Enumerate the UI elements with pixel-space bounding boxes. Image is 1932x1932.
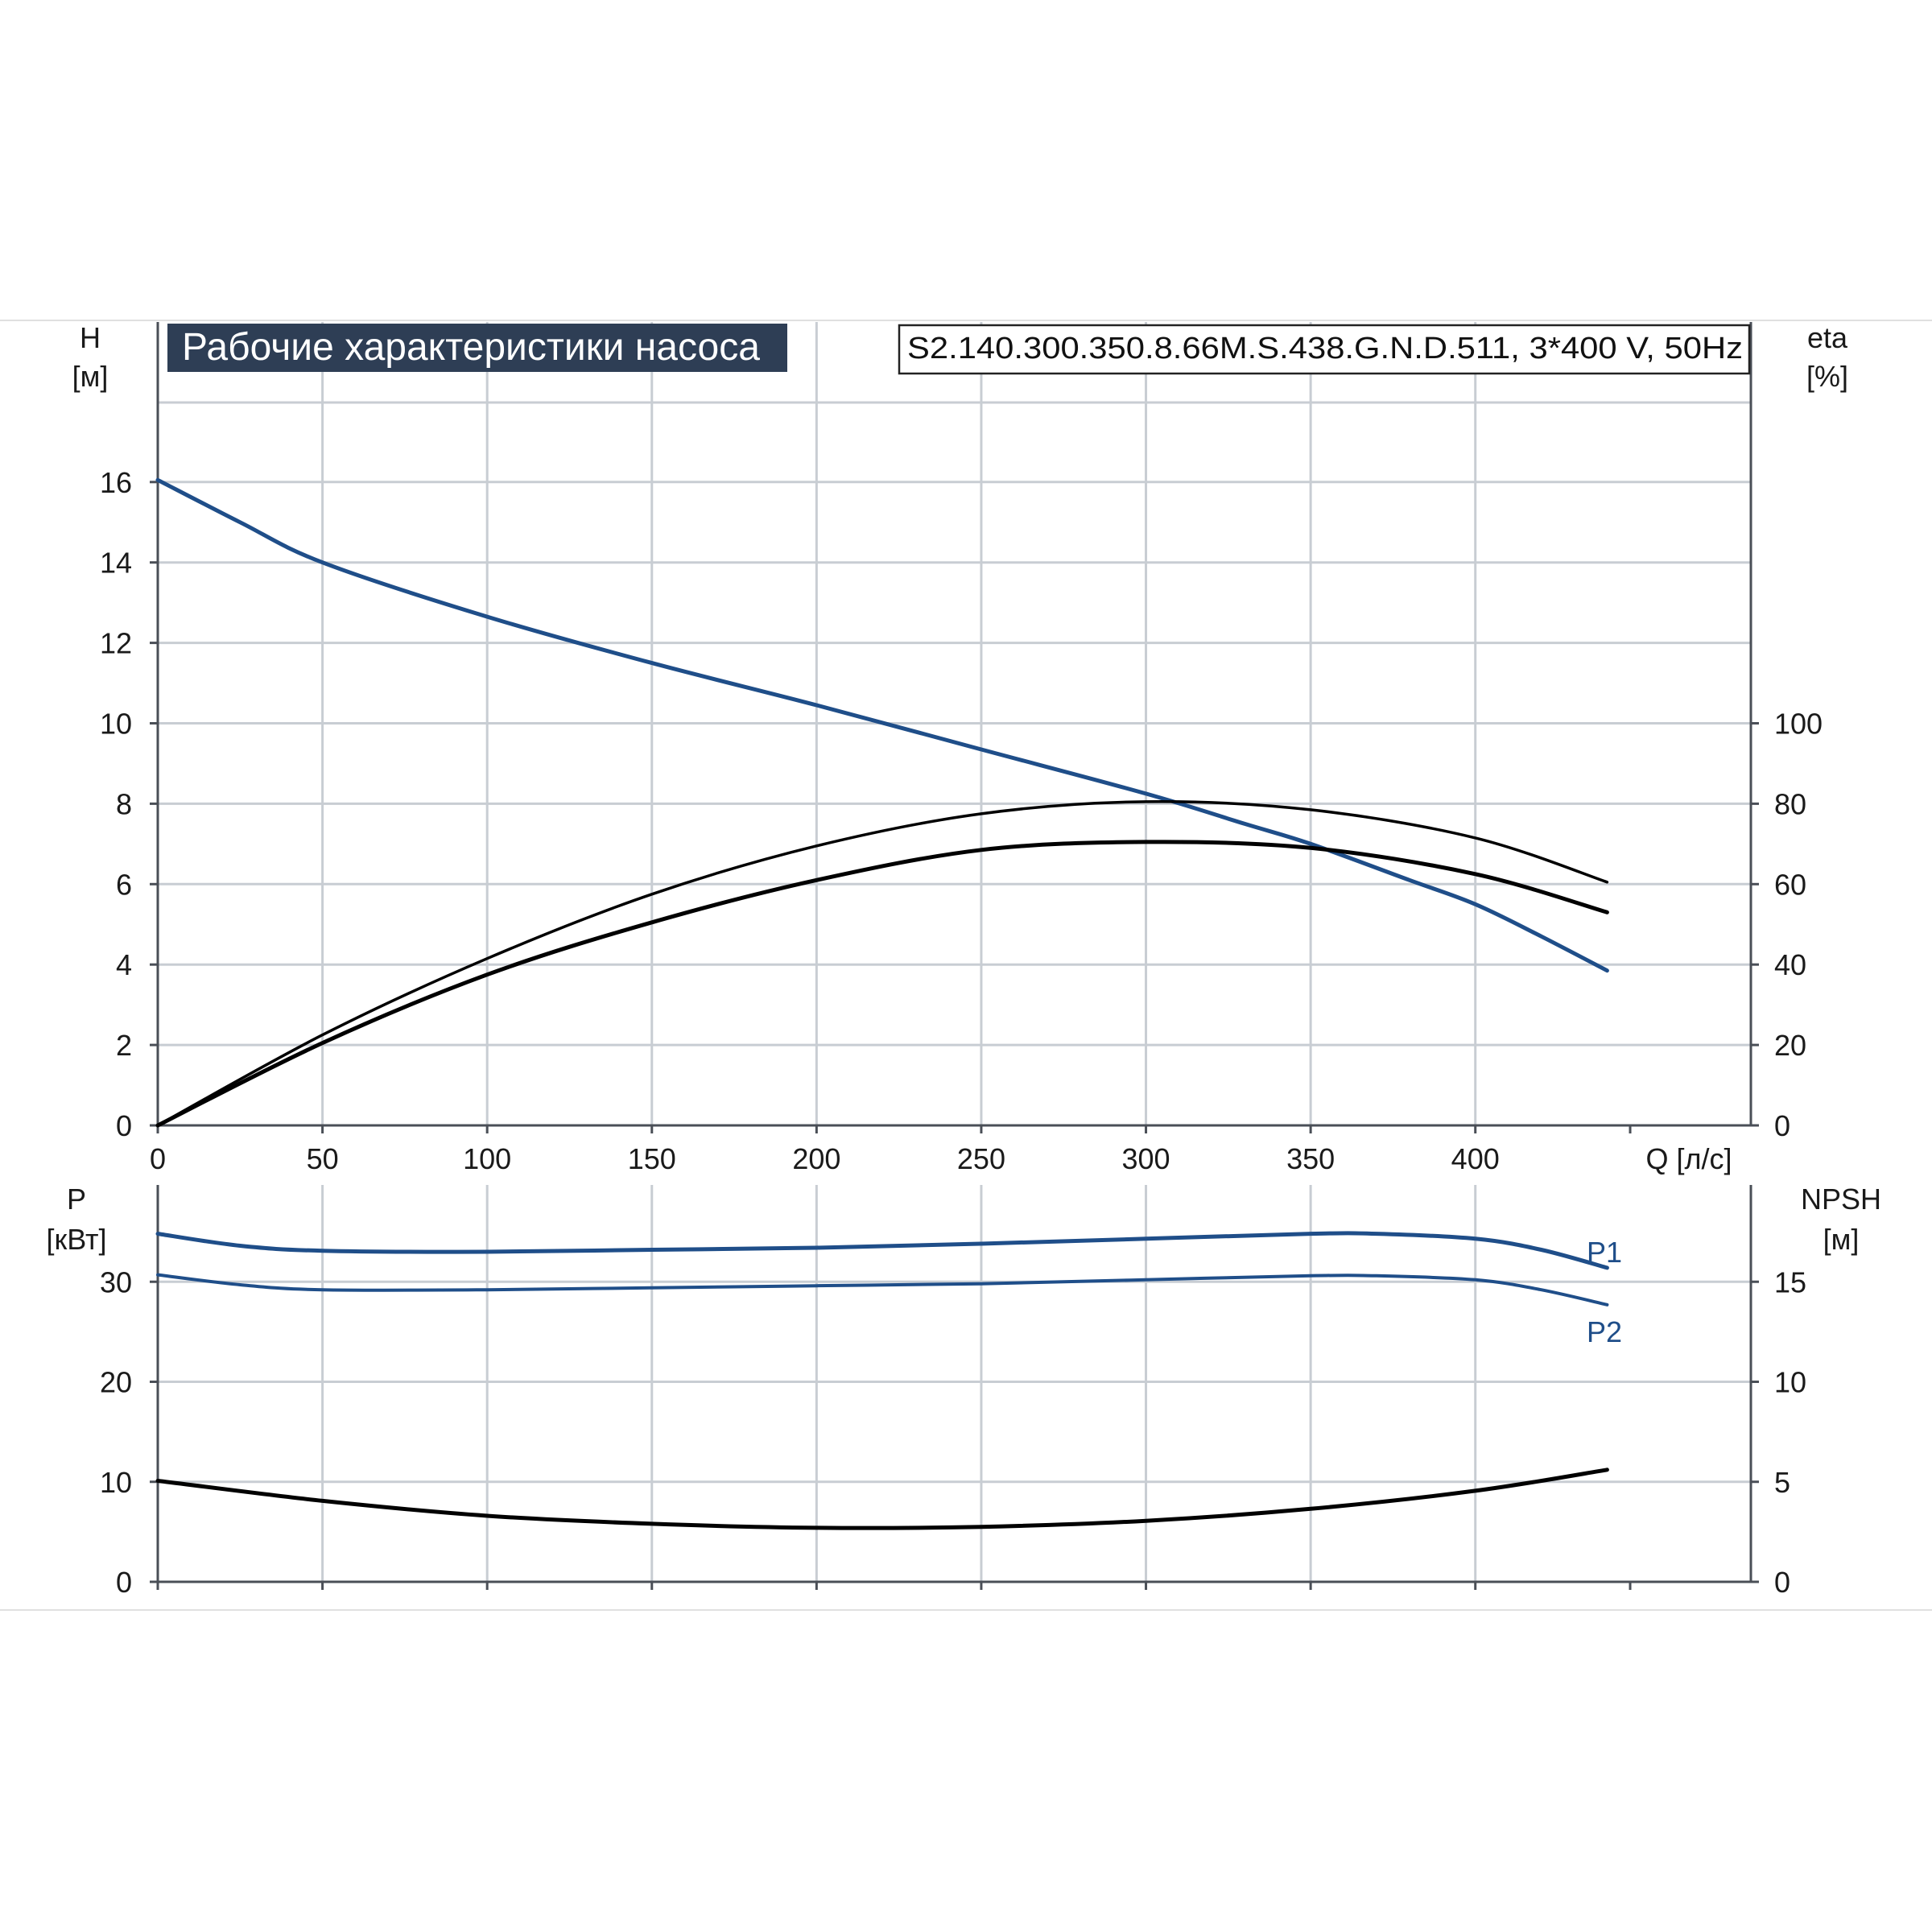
y-right-tick-label: 10 (1774, 1366, 1806, 1399)
curves (155, 477, 1609, 1530)
y-left-unit-p: [кВт] (46, 1223, 106, 1256)
y-right-tick-label: 40 (1774, 948, 1806, 981)
y-left-tick-label: 12 (100, 627, 132, 660)
y-left-tick-label: 0 (116, 1566, 132, 1599)
x-tick-label: 300 (1122, 1142, 1170, 1175)
y-right-tick-label: 80 (1774, 787, 1806, 820)
x-tick-label: 150 (628, 1142, 676, 1175)
x-tick-label: 250 (957, 1142, 1005, 1175)
x-tick-label: 350 (1286, 1142, 1335, 1175)
y-right-tick-label: 0 (1774, 1566, 1790, 1599)
y-left-tick-label: 30 (100, 1265, 132, 1298)
y-right-tick-label: 0 (1774, 1109, 1790, 1142)
y-right-tick-label: 60 (1774, 868, 1806, 901)
y-left-tick-label: 10 (100, 1466, 132, 1499)
model-box (898, 324, 1751, 375)
y-right-tick-label: 15 (1774, 1265, 1806, 1298)
y-left-tick-label: 8 (116, 787, 132, 820)
axes (150, 322, 1759, 1590)
y-right-tick-label: 100 (1774, 708, 1823, 741)
series-line-1-1 (156, 1273, 1609, 1307)
x-tick-label: 400 (1451, 1142, 1500, 1175)
y-right-unit-eta: [%] (1806, 360, 1848, 393)
y-left-label-h: H (80, 321, 101, 354)
y-right-label-eta: eta (1807, 321, 1848, 354)
y-left-label-p: P (67, 1183, 86, 1216)
x-tick-label: 200 (792, 1142, 840, 1175)
chart-title: Рабочие характеристики насоса (182, 326, 760, 369)
y-right-unit-npsh: [м] (1823, 1223, 1860, 1256)
model-label: S2.140.300.350.8.66M.S.438.G.N.D.511, 3*… (907, 332, 1743, 365)
series-line-1-2 (155, 1468, 1609, 1530)
y-left-tick-label: 20 (100, 1366, 132, 1399)
series-line-0-2 (155, 840, 1609, 1128)
y-left-tick-label: 2 (116, 1029, 132, 1062)
title-background (167, 324, 787, 372)
series-label-p2: P2 (1587, 1315, 1622, 1348)
grid-lines (158, 322, 1751, 1582)
y-left-tick-label: 4 (116, 948, 132, 981)
x-tick-label: 100 (463, 1142, 511, 1175)
series-line-0-0 (155, 477, 1609, 973)
series-line-1-0 (155, 1231, 1609, 1270)
y-left-tick-label: 6 (116, 868, 132, 901)
y-right-tick-label: 20 (1774, 1029, 1806, 1062)
y-left-tick-label: 10 (100, 708, 132, 741)
series-line-0-1 (156, 800, 1609, 1127)
x-tick-label: 0 (150, 1142, 166, 1175)
y-left-tick-label: 14 (100, 547, 132, 580)
y-right-label-npsh: NPSH (1801, 1183, 1881, 1216)
y-right-tick-label: 5 (1774, 1466, 1790, 1499)
x-tick-label: 50 (307, 1142, 339, 1175)
y-left-tick-label: 0 (116, 1109, 132, 1142)
series-label-p1: P1 (1587, 1236, 1622, 1269)
y-left-unit-h: [м] (72, 360, 109, 393)
x-axis-label: Q [л/с] (1645, 1142, 1732, 1175)
y-left-tick-label: 16 (100, 466, 132, 499)
